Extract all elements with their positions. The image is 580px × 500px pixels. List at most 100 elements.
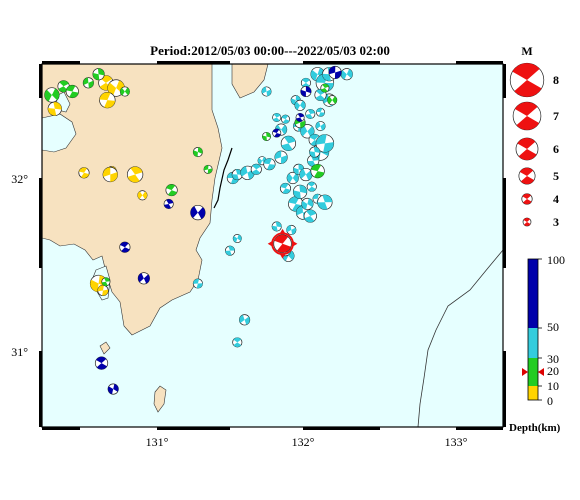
earthquake-event-54 — [280, 114, 290, 124]
earthquake-event-62 — [307, 154, 320, 167]
magnitude-legend-symbol-4 — [521, 193, 533, 205]
period-title: Period:2012/05/03 00:00---2022/05/03 02:… — [150, 43, 390, 58]
earthquake-event-9 — [82, 77, 94, 89]
earthquake-event-18 — [192, 147, 203, 158]
earthquake-event-68 — [315, 121, 326, 132]
depth-marker-right — [538, 368, 544, 376]
earthquake-event-51 — [274, 150, 288, 164]
event-layer — [17, 65, 353, 395]
highlight-event-marker — [267, 228, 298, 259]
latitude-label-32: 32° — [11, 172, 28, 186]
magnitude-legend-label-8: 8 — [553, 73, 559, 87]
depth-tick-10: 10 — [547, 379, 559, 393]
magnitude-legend-symbol-7 — [512, 101, 542, 131]
earthquake-event-3 — [47, 101, 62, 116]
earthquake-event-27 — [94, 356, 109, 370]
earthquake-event-52 — [280, 135, 297, 152]
tanegashima-island — [153, 385, 167, 413]
earthquake-event-22 — [119, 241, 131, 253]
magnitude-legend-label-4: 4 — [553, 192, 559, 206]
longitude-label-131: 131° — [146, 435, 169, 449]
earthquake-event-15 — [126, 166, 144, 183]
earthquake-event-81 — [310, 163, 325, 179]
depth-unit-label: Depth(km) — [509, 422, 561, 434]
earthquake-event-44 — [288, 196, 304, 212]
earthquake-event-84 — [320, 83, 330, 93]
earthquake-event-7 — [65, 84, 79, 99]
small-island — [99, 341, 111, 355]
earthquake-event-40 — [271, 221, 282, 232]
earthquake-event-79 — [272, 112, 282, 122]
earthquake-event-19 — [203, 164, 213, 174]
earthquake-event-80 — [294, 99, 306, 111]
earthquake-event-24 — [97, 284, 109, 296]
earthquake-event-21 — [190, 204, 206, 221]
earthquake-event-32 — [232, 337, 243, 348]
earthquake-event-65 — [301, 197, 314, 211]
earthquake-event-39 — [263, 158, 276, 171]
earthquake-event-76 — [316, 107, 326, 117]
longitude-label-133: 133° — [445, 435, 468, 449]
kyushu-land — [42, 64, 223, 336]
earthquake-event-75 — [340, 68, 353, 81]
earthquake-event-88 — [328, 65, 342, 80]
depth-tick-0: 0 — [547, 394, 553, 408]
magnitude-legend-label-6: 6 — [553, 142, 559, 156]
earthquake-event-12 — [78, 167, 90, 179]
longitude-label-132: 132° — [292, 435, 315, 449]
magnitude-header: M — [521, 44, 532, 58]
earthquake-event-37 — [250, 163, 262, 175]
earthquake-event-85 — [327, 95, 338, 106]
earthquake-event-20 — [163, 198, 174, 209]
depth-tick-30: 30 — [547, 352, 559, 366]
earthquake-event-28 — [107, 383, 119, 395]
magnitude-legend-label-5: 5 — [553, 169, 559, 183]
earthquake-event-8 — [92, 68, 105, 81]
depth-band-10-30 — [528, 358, 538, 386]
magnitude-legend: M 8 7 6 5 4 3 — [509, 44, 559, 229]
fault-line — [213, 147, 233, 209]
latitude-label-31: 31° — [11, 345, 28, 359]
depth-tick-20: 20 — [547, 364, 559, 378]
frame-ticks — [39, 61, 506, 430]
land-masses — [42, 64, 269, 413]
earthquake-event-16 — [137, 190, 148, 201]
inland-sea-inlet — [42, 113, 77, 153]
earthquake-event-57 — [305, 108, 316, 120]
magnitude-legend-symbol-3 — [522, 217, 532, 227]
magnitude-legend-label-3: 3 — [553, 215, 559, 229]
magnitude-legend-label-7: 7 — [553, 109, 559, 123]
depth-bar-frame — [527, 258, 539, 401]
earthquake-event-17 — [165, 184, 178, 197]
earthquake-event-4 — [19, 120, 31, 132]
depth-band-50-100 — [528, 259, 538, 328]
earthquake-event-61 — [315, 134, 335, 153]
earthquake-event-14 — [102, 166, 118, 183]
earthquake-event-11 — [119, 86, 130, 97]
earthquake-event-63 — [299, 167, 313, 182]
magnitude-legend-symbol-6 — [515, 137, 539, 161]
earthquake-event-48 — [286, 171, 299, 185]
earthquake-event-31 — [239, 314, 251, 326]
magnitude-legend-symbol-5 — [518, 167, 536, 185]
depth-scale: 100 50 30 20 10 0 Depth(km) — [509, 253, 565, 434]
depth-tick-50: 50 — [547, 320, 559, 334]
shikoku-coast — [231, 64, 269, 99]
plate-boundary-line — [417, 249, 504, 428]
earthquake-event-67 — [317, 194, 333, 210]
earthquake-event-87 — [300, 85, 312, 98]
earthquake-event-2 — [99, 91, 116, 109]
earthquake-event-86 — [272, 128, 282, 138]
earthquake-event-26 — [137, 272, 150, 285]
depth-band-0-10 — [528, 386, 538, 400]
earthquake-event-33 — [232, 234, 242, 244]
map-panel — [42, 64, 504, 428]
earthquake-event-45 — [292, 184, 308, 199]
earthquake-event-10 — [17, 130, 27, 140]
earthquake-event-82 — [261, 131, 272, 141]
earthquake-event-41 — [286, 224, 297, 235]
earthquake-event-64 — [306, 181, 317, 192]
earthquake-event-6 — [44, 87, 60, 103]
earthquake-event-30 — [224, 245, 236, 256]
